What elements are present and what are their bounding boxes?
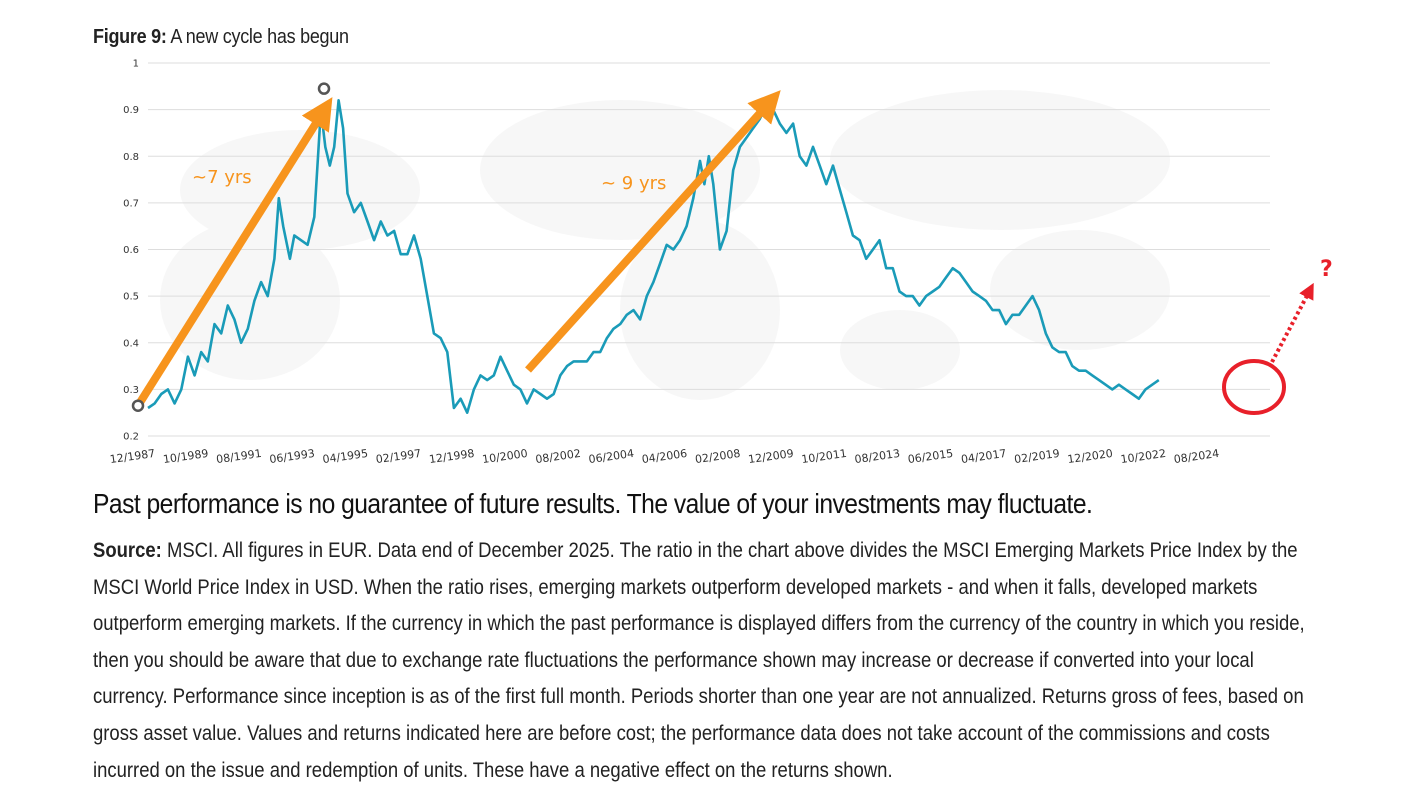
current-highlight-circle <box>1222 359 1286 415</box>
figure-label: Figure 9: <box>93 26 167 48</box>
question-mark: ? <box>1320 257 1333 282</box>
annotation-9-yrs: ~ 9 yrs <box>601 173 666 194</box>
x-tick-label: 04/2006 <box>641 447 688 466</box>
x-tick-label: 02/1997 <box>375 447 422 466</box>
x-tick-label: 12/1987 <box>109 447 156 466</box>
map-blob <box>480 100 760 240</box>
x-tick-label: 12/2020 <box>1067 447 1114 466</box>
map-blob <box>160 220 340 380</box>
x-tick-label: 06/2004 <box>588 447 635 466</box>
x-tick-label: 10/1989 <box>162 447 209 466</box>
x-tick-label: 10/2000 <box>481 447 528 466</box>
map-blob <box>990 230 1170 350</box>
x-tick-label: 04/2017 <box>960 447 1007 466</box>
x-tick-label: 10/2011 <box>801 447 848 466</box>
y-tick-label: 0.4 <box>123 338 139 349</box>
map-blob <box>830 90 1170 230</box>
figure-caption: A new cycle has begun <box>170 26 349 48</box>
map-blob <box>180 130 420 250</box>
x-tick-label: 12/1998 <box>428 447 475 466</box>
peak-marker-1994 <box>317 82 331 95</box>
x-tick-label: 02/2008 <box>694 447 741 466</box>
y-tick-label: 0.9 <box>123 105 139 116</box>
figure-title: Figure 9: A new cycle has begun <box>93 26 349 49</box>
source-label: Source: <box>93 539 162 562</box>
x-tick-label: 02/2019 <box>1013 447 1060 466</box>
y-tick-label: 0.6 <box>123 245 139 256</box>
y-tick-label: 0.2 <box>123 432 139 443</box>
ratio-chart: 0.2 0.3 0.4 0.5 0.6 0.7 0.8 0.9 1 12/1987 10/1989 0… <box>109 59 1333 467</box>
y-tick-label: 0.8 <box>123 152 139 163</box>
source-note: Source: MSCI. All figures in EUR. Data e… <box>93 533 1316 789</box>
source-text: MSCI. All figures in EUR. Data end of De… <box>93 539 1305 782</box>
past-performance-disclaimer: Past performance is no guarantee of futu… <box>93 488 1093 519</box>
y-tick-label: 1 <box>133 59 139 70</box>
y-tick-label: 0.7 <box>123 198 139 209</box>
x-tick-label: 04/1995 <box>322 447 369 466</box>
x-tick-label: 06/2015 <box>907 447 954 466</box>
y-tick-label: 0.5 <box>123 292 139 303</box>
series-line <box>147 99 1160 414</box>
arrow-9-years <box>525 90 781 373</box>
x-tick-label: 10/2022 <box>1120 447 1167 466</box>
x-tick-label: 08/2024 <box>1173 447 1220 466</box>
annotation-7-yrs: ~7 yrs <box>192 167 252 188</box>
arrow-7-years <box>134 97 333 408</box>
x-tick-label: 12/2009 <box>747 447 794 466</box>
y-tick-label: 0.3 <box>123 385 139 396</box>
x-tick-label: 08/2002 <box>535 447 582 466</box>
x-tick-label: 08/2013 <box>854 447 901 466</box>
x-tick-label: 06/1993 <box>269 447 316 466</box>
dotted-trend-arrow <box>1270 282 1314 363</box>
start-marker-1987 <box>131 399 145 412</box>
map-blob <box>840 310 960 390</box>
x-tick-label: 08/1991 <box>215 447 262 466</box>
